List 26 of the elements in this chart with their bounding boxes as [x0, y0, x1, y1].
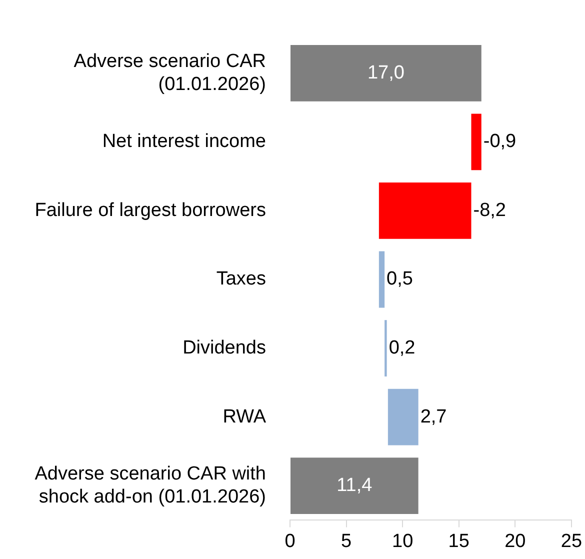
y-tick-label: Failure of largest borrowers: [34, 200, 266, 221]
y-tick-label: Adverse scenario CAR with shock add-on (01.01.2026): [34, 464, 266, 508]
y-tick-label: Net interest income: [102, 131, 266, 152]
bar: [290, 44, 482, 102]
data-label: 0,2: [388, 338, 416, 359]
data-label: -8,2: [473, 200, 506, 221]
data-label: 2,7: [420, 406, 447, 428]
y-tick-label: Dividends: [182, 338, 266, 359]
data-label: 17,0: [367, 62, 404, 84]
data-label: 0,5: [386, 268, 413, 290]
bar: [378, 251, 385, 308]
bar: [290, 458, 418, 514]
y-tick-label: Taxes: [216, 268, 266, 290]
x-tick-label: 20: [504, 530, 526, 552]
x-tick-label: 5: [341, 530, 352, 552]
x-tick-label: 0: [284, 530, 296, 552]
bar: [388, 388, 418, 446]
bar: [378, 182, 472, 239]
x-tick-label: 25: [560, 530, 582, 552]
x-tick-label: 10: [392, 530, 414, 552]
data-label: 11,4: [336, 475, 373, 496]
x-tick-label: 15: [448, 530, 470, 552]
data-label: -0,9: [483, 131, 516, 152]
bar: [471, 114, 482, 170]
y-tick-label: RWA: [222, 406, 266, 428]
y-tick-label: Adverse scenario CAR (01.01.2026): [74, 51, 266, 95]
